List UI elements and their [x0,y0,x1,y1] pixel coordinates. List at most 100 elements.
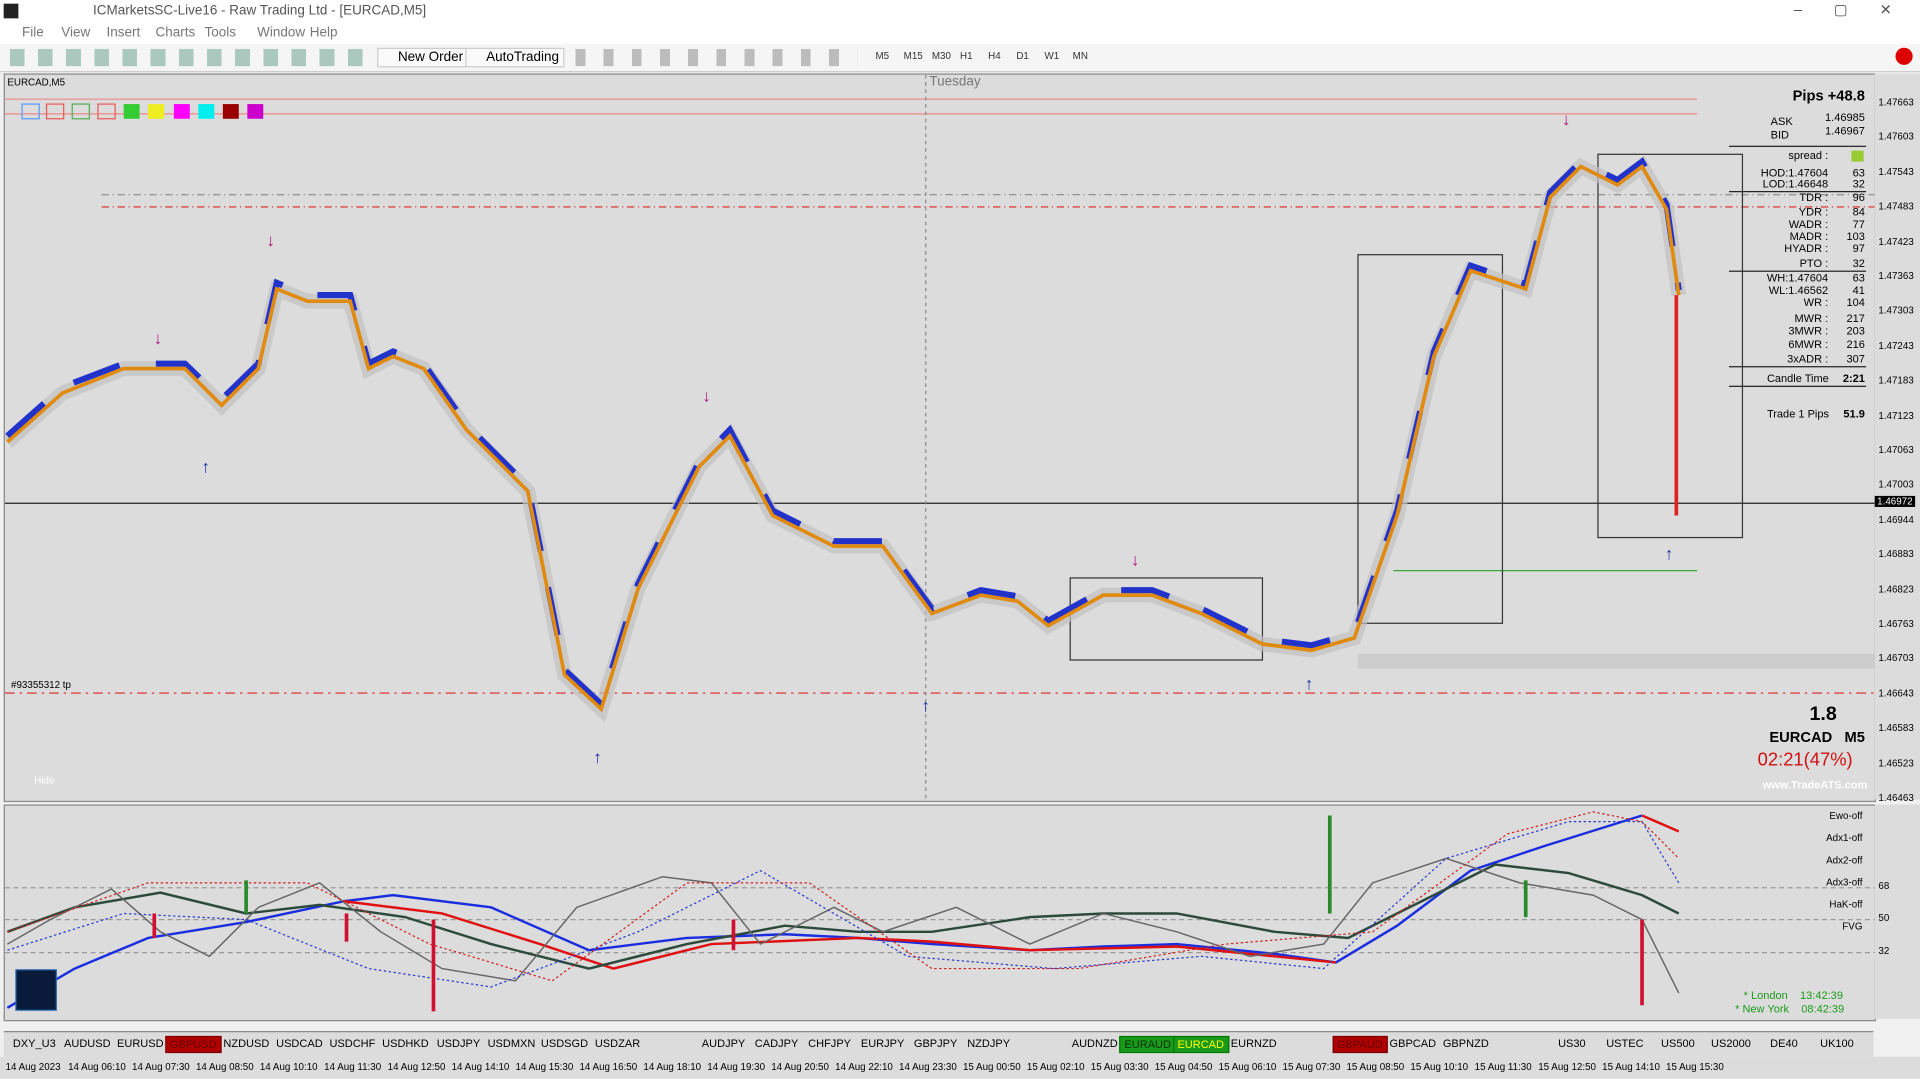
symbol-button[interactable]: USDSGD [540,1037,589,1050]
symbol-button[interactable]: USDCAD [276,1037,323,1050]
time-tick-label: 15 Aug 14:10 [1602,1061,1660,1073]
buy-arrow: ↑ [593,747,602,767]
symbol-button[interactable]: CHFJPY [808,1037,852,1050]
menu-item[interactable]: Tools [204,25,236,41]
buy-arrow: ↑ [1665,544,1674,564]
stat-label: HOD:1.47604 [1760,166,1829,179]
symbol-button[interactable]: USDHKD [382,1037,429,1050]
notification-badge[interactable] [1895,47,1913,65]
indicator-toggle[interactable]: HaK-off [1829,898,1863,910]
tool-icons[interactable] [9,48,365,67]
toolbar-button[interactable]: New Order [377,47,468,68]
symbol-button[interactable]: CADJPY [754,1037,799,1050]
stat-value: 103 [1846,230,1865,243]
sell-arrow: ↓ [702,386,711,406]
symbol-button[interactable]: USTEC [1606,1037,1644,1050]
oscillator [7,821,1680,988]
stat-value: 84 [1852,205,1865,218]
stat-label: MADR : [1789,230,1829,243]
time-tick-label: 14 Aug 06:10 [68,1061,126,1073]
quote-label: ASK [1770,115,1793,128]
color-swatches[interactable] [21,103,264,120]
stat-value: 307 [1846,352,1865,365]
indicator-toggle[interactable]: FVG [1842,920,1863,932]
price-tick-label: 1.47603 [1878,131,1914,143]
symbol-button[interactable]: AUDUSD [64,1037,111,1050]
timeframe-button[interactable]: M30 [931,50,951,62]
time-tick-label: 14 Aug 18:10 [643,1061,702,1073]
price-tick-label: 1.46643 [1878,687,1914,699]
symbol-button[interactable]: EURUSD [117,1037,164,1050]
symbol-button[interactable]: GBPCAD [1389,1037,1437,1050]
symbol-button[interactable]: AUDNZD [1071,1037,1118,1050]
menu-item[interactable]: File [22,25,44,41]
symbol-button[interactable]: US2000 [1711,1037,1751,1050]
symbol-button[interactable]: EURNZD [1230,1037,1277,1050]
separator [1728,145,1867,147]
time-tick-label: 15 Aug 06:10 [1218,1061,1277,1073]
symbol-button[interactable]: GBPAUD [1332,1035,1388,1054]
stat-label: PTO : [1799,257,1829,270]
stat-label: TDR : [1799,191,1829,204]
timeframe-button[interactable]: MN [1072,50,1088,62]
timeframe-button[interactable]: H1 [960,50,973,62]
timeframe-button[interactable]: D1 [1016,50,1029,62]
toolbar-button[interactable]: AutoTrading [465,47,564,68]
symbol-button[interactable]: EURJPY [860,1037,905,1050]
menu-item[interactable]: Window [257,25,306,41]
indicator-toggle[interactable]: Adx3-off [1826,876,1863,888]
symbol-button[interactable]: USDCHF [329,1037,376,1050]
clock: * New York 08:42:39 [1735,1002,1845,1016]
symbol-button[interactable]: EURCAD [1172,1035,1229,1054]
trend-bars [5,157,1682,710]
symbol-button[interactable]: USDJPY [436,1037,481,1050]
symbol-button[interactable]: GBPUSD [165,1035,222,1054]
symbol-button[interactable]: DXY_U3 [12,1037,56,1050]
indicator-axis: 68 50 32 [1874,804,1920,1019]
oscillator [6,857,1680,994]
indicator-toggle[interactable]: Adx1-off [1826,832,1863,844]
timeframe-button[interactable]: H4 [988,50,1001,62]
timeframe-button[interactable]: W1 [1044,50,1060,62]
separator [1728,270,1867,272]
symbol-timeframe: EURCAD M5 [1769,728,1865,746]
symbol-button[interactable]: AUDJPY [701,1037,746,1050]
symbol-button[interactable]: GBPNZD [1442,1037,1489,1050]
symbol-button[interactable]: US500 [1661,1037,1695,1050]
indicator-toggle[interactable]: Ewo-off [1829,810,1863,822]
window-controls[interactable]: –▢✕ [1793,1,1920,19]
sell-arrow: ↓ [1562,109,1571,129]
symbol-button[interactable]: USDZAR [594,1037,641,1050]
hide-button[interactable]: Hide [34,775,55,787]
symbol-button[interactable]: US30 [1558,1037,1586,1050]
website: www.TradeATS.com [1762,778,1868,792]
sell-arrow: ↓ [154,328,163,348]
menu-item[interactable]: Help [309,25,338,41]
symbol-button[interactable]: NZDJPY [967,1037,1011,1050]
time-tick-label: 14 Aug 14:10 [451,1061,510,1073]
menu-item[interactable]: Insert [106,25,141,41]
time-tick-label: 14 Aug 23:30 [899,1061,957,1073]
symbol-button[interactable]: GBPJPY [913,1037,958,1050]
symbol-button[interactable]: UK100 [1820,1037,1854,1050]
menu-item[interactable]: View [61,25,91,41]
draw-tools[interactable] [575,48,858,67]
app-icon [3,3,19,19]
stat-label: HYADR : [1784,242,1829,255]
time-tick-label: 14 Aug 08:50 [195,1061,254,1073]
time-axis: 14 Aug 2023 14 Aug 06:10 14 Aug 07:30 14 Au… [0,1056,1920,1079]
time-tick-label: 15 Aug 08:50 [1346,1061,1405,1073]
menu-item[interactable]: Charts [155,25,196,41]
price-tick-label: 1.47303 [1878,305,1914,317]
symbol-button[interactable]: NZDUSD [223,1037,270,1050]
symbol-button[interactable]: EURAUD [1119,1035,1176,1054]
symbol-button[interactable]: USDMXN [487,1037,536,1050]
symbol-button[interactable]: DE40 [1770,1037,1798,1050]
timeframe-button[interactable]: M5 [875,50,890,62]
indicator-toggle[interactable]: Adx2-off [1826,854,1863,866]
price-tick-label: 1.46763 [1878,618,1914,630]
timeframe-button[interactable]: M15 [903,50,923,62]
time-tick-label: 14 Aug 19:30 [707,1061,766,1073]
stat-value: 51.9 [1843,407,1865,421]
